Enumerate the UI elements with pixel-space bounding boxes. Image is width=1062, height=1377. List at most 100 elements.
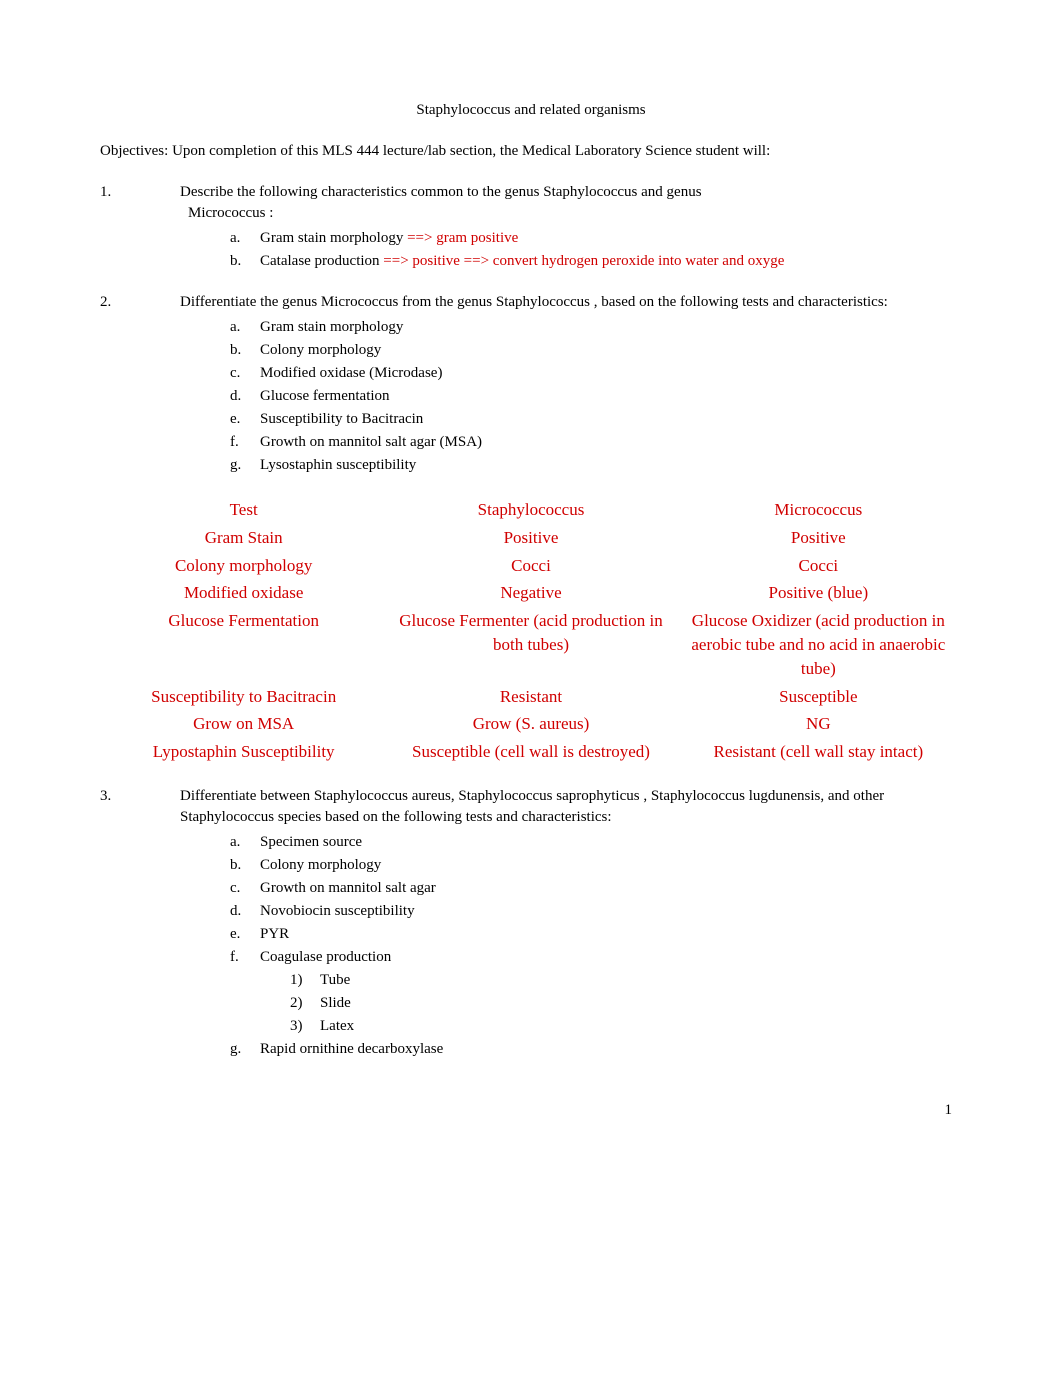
sub-item: c.Modified oxidase (Microdase) [260, 363, 962, 384]
sub-letter: b. [230, 340, 241, 361]
subsub-item: 3)Latex [320, 1016, 962, 1037]
sub-letter: a. [230, 317, 240, 338]
sub-letter: c. [230, 878, 240, 899]
subsub-text: Latex [320, 1018, 354, 1034]
table-cell: Susceptible [675, 683, 962, 711]
objectives-list: 1. Describe the following characteristic… [100, 182, 962, 476]
table-cell: Glucose Oxidizer (acid production in aer… [675, 607, 962, 682]
sub-letter: a. [230, 228, 240, 249]
sublist: a. Gram stain morphology ==> gram positi… [180, 228, 962, 272]
comparison-table: Test Staphylococcus Micrococcus Gram Sta… [100, 496, 962, 766]
sub-letter: f. [230, 947, 239, 968]
table-cell: Gram Stain [100, 524, 387, 552]
table-cell: Lypostaphin Susceptibility [100, 738, 387, 766]
table-row: Grow on MSA Grow (S. aureus) NG [100, 710, 962, 738]
table-header-row: Test Staphylococcus Micrococcus [100, 496, 962, 524]
sub-item: a.Gram stain morphology [260, 317, 962, 338]
table-row: Glucose Fermentation Glucose Fermenter (… [100, 607, 962, 682]
sub-letter: e. [230, 924, 240, 945]
sub-item: b.Colony morphology [260, 855, 962, 876]
objectives-list-continued: 3. Differentiate between Staphylococcus … [100, 786, 962, 1060]
text: Differentiate the genus Micrococcus from… [180, 294, 888, 310]
sub-letter: a. [230, 832, 240, 853]
table-row: Modified oxidase Negative Positive (blue… [100, 579, 962, 607]
table-cell: Resistant [387, 683, 674, 711]
sub-text: Coagulase production [260, 949, 391, 965]
subsublist: 1)Tube 2)Slide 3)Latex [260, 970, 962, 1037]
sub-letter: c. [230, 363, 240, 384]
sub-item: g.Lysostaphin susceptibility [260, 455, 962, 476]
table-row: Colony morphology Cocci Cocci [100, 552, 962, 580]
subsub-number: 1) [290, 970, 303, 991]
table-cell: Colony morphology [100, 552, 387, 580]
text: : [265, 205, 273, 221]
table-cell: Positive (blue) [675, 579, 962, 607]
sub-item: a.Specimen source [260, 832, 962, 853]
text: and genus [637, 184, 701, 200]
subsub-item: 2)Slide [320, 993, 962, 1014]
objective-2: 2. Differentiate the genus Micrococcus f… [140, 292, 962, 476]
table-cell: Cocci [675, 552, 962, 580]
table-cell: Positive [387, 524, 674, 552]
sublist: a.Gram stain morphology b.Colony morphol… [180, 317, 962, 476]
table-cell: Glucose Fermenter (acid production in bo… [387, 607, 674, 682]
sublist: a.Specimen source b.Colony morphology c.… [180, 832, 962, 1060]
subsub-text: Slide [320, 995, 351, 1011]
table-row: Susceptibility to Bacitracin Resistant S… [100, 683, 962, 711]
sub-text: Growth on mannitol salt agar [260, 880, 436, 896]
sub-item: c.Growth on mannitol salt agar [260, 878, 962, 899]
subsub-number: 2) [290, 993, 303, 1014]
page-number: 1 [100, 1100, 962, 1121]
sub-letter: b. [230, 855, 241, 876]
table-cell: Susceptibility to Bacitracin [100, 683, 387, 711]
table-cell: Grow (S. aureus) [387, 710, 674, 738]
sub-text: Specimen source [260, 834, 362, 850]
sub-text: Glucose fermentation [260, 388, 390, 404]
sub-text: Gram stain morphology [260, 319, 403, 335]
sub-item: b.Colony morphology [260, 340, 962, 361]
sub-letter: f. [230, 432, 239, 453]
sub-item: b. Catalase production ==> positive ==> … [260, 251, 962, 272]
table-cell: Resistant (cell wall stay intact) [675, 738, 962, 766]
sub-item: d.Novobiocin susceptibility [260, 901, 962, 922]
sub-item: d.Glucose fermentation [260, 386, 962, 407]
sub-item: f.Coagulase production 1)Tube 2)Slide 3)… [260, 947, 962, 1037]
table-cell: NG [675, 710, 962, 738]
sub-text: Lysostaphin susceptibility [260, 457, 416, 473]
sub-letter: g. [230, 455, 241, 476]
table-cell: Positive [675, 524, 962, 552]
sub-item: g.Rapid ornithine decarboxylase [260, 1039, 962, 1060]
annotation: ==> positive ==> convert hydrogen peroxi… [380, 253, 785, 269]
sub-item: e.Susceptibility to Bacitracin [260, 409, 962, 430]
sub-item: e.PYR [260, 924, 962, 945]
item-number: 1. [100, 182, 111, 203]
sub-letter: e. [230, 409, 240, 430]
sub-letter: d. [230, 901, 241, 922]
table-cell: Grow on MSA [100, 710, 387, 738]
item-body: Differentiate the genus Micrococcus from… [180, 292, 962, 476]
table-cell: Negative [387, 579, 674, 607]
item-number: 2. [100, 292, 111, 313]
sub-letter: d. [230, 386, 241, 407]
item-body: Differentiate between Staphylococcus aur… [180, 786, 962, 1060]
sub-letter: g. [230, 1039, 241, 1060]
objective-3: 3. Differentiate between Staphylococcus … [140, 786, 962, 1060]
item-number: 3. [100, 786, 111, 807]
subsub-item: 1)Tube [320, 970, 962, 991]
text: Micrococcus [188, 205, 265, 221]
sub-text: Modified oxidase (Microdase) [260, 365, 442, 381]
table-row: Gram Stain Positive Positive [100, 524, 962, 552]
sub-text: Colony morphology [260, 342, 381, 358]
sub-letter: b. [230, 251, 241, 272]
text: Staphylococcus [543, 184, 637, 200]
sub-item: a. Gram stain morphology ==> gram positi… [260, 228, 962, 249]
annotation: ==> gram positive [403, 230, 518, 246]
objective-1: 1. Describe the following characteristic… [140, 182, 962, 272]
sub-text: PYR [260, 926, 289, 942]
sub-text: Colony morphology [260, 857, 381, 873]
text: Describe the following characteristics c… [180, 184, 543, 200]
table-cell: Modified oxidase [100, 579, 387, 607]
sub-text: Novobiocin susceptibility [260, 903, 415, 919]
table-cell: Susceptible (cell wall is destroyed) [387, 738, 674, 766]
sub-text: Growth on mannitol salt agar (MSA) [260, 434, 482, 450]
